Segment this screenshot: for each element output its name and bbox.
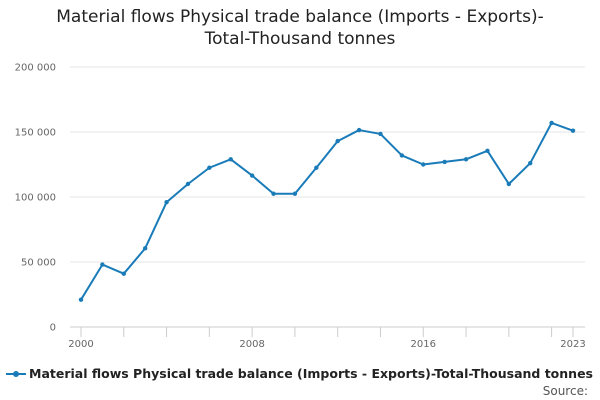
data-point: [164, 200, 169, 205]
data-point: [207, 165, 212, 170]
data-point: [528, 161, 533, 166]
x-axis: 2000 2008 2016 2023: [68, 326, 586, 350]
data-point: [100, 262, 105, 267]
data-point: [570, 128, 576, 133]
data-point: [485, 148, 490, 154]
data-point: [121, 271, 126, 276]
data-point: [442, 159, 447, 165]
chart-title-line-2: Total-Thousand tonnes: [204, 29, 396, 49]
x-tick-label: 2023: [560, 339, 585, 350]
data-point: [421, 162, 426, 167]
data-point: [78, 297, 84, 302]
legend[interactable]: Material flows Physical trade balance (I…: [6, 366, 593, 381]
y-tick-label: 100 000: [15, 193, 56, 204]
data-point: [335, 138, 340, 144]
data-point: [292, 191, 298, 196]
source-label: Source:: [542, 384, 588, 398]
chart-title-line-1: Material flows Physical trade balance (I…: [56, 7, 544, 27]
x-tick-label: 2000: [68, 339, 93, 350]
data-point: [249, 173, 255, 178]
data-point: [506, 181, 512, 187]
series-layer: [78, 120, 576, 302]
series-line: [80, 121, 574, 301]
y-axis-ticks: 0 50 000 100 000 150 000 200 000: [15, 63, 56, 334]
data-point: [463, 157, 469, 162]
data-point: [378, 131, 383, 137]
data-point: [228, 157, 233, 162]
y-tick-label: 150 000: [15, 128, 56, 139]
legend-label: Material flows Physical trade balance (I…: [29, 366, 593, 381]
x-tick-label: 2016: [411, 339, 436, 350]
data-point: [356, 127, 362, 133]
chart-title: Material flows Physical trade balance (I…: [0, 6, 600, 50]
data-point: [314, 165, 319, 170]
legend-swatch: [6, 369, 26, 379]
y-tick-label: 50 000: [21, 258, 56, 269]
data-point: [399, 153, 405, 158]
y-tick-label: 0: [50, 323, 56, 334]
x-tick-label: 2008: [239, 339, 264, 350]
grid-lines: [70, 66, 585, 263]
data-point: [549, 120, 554, 126]
data-point: [142, 246, 148, 251]
y-tick-label: 200 000: [15, 63, 56, 74]
data-point: [185, 181, 191, 187]
data-point: [271, 191, 276, 196]
